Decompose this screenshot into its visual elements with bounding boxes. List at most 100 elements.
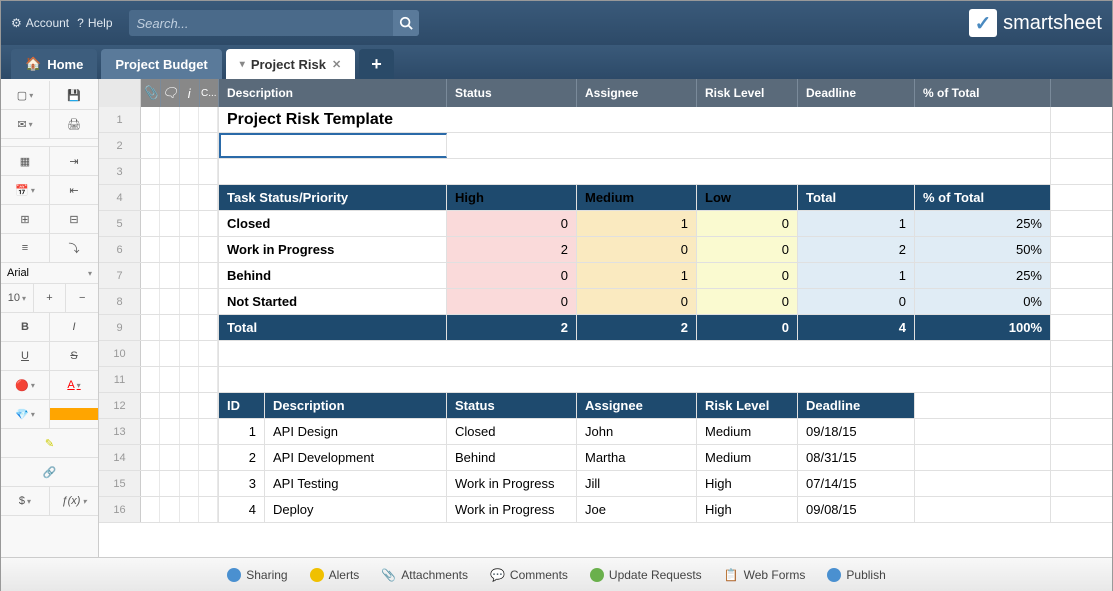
col-pct[interactable]: % of Total [915, 79, 1051, 107]
comment-column-icon[interactable]: 🗨 [161, 79, 181, 107]
task-row[interactable]: 14 2 API Development Behind Martha Mediu… [99, 445, 1112, 471]
format-painter-button[interactable] [50, 408, 98, 420]
tasks-header-row[interactable]: 12 ID Description Status Assignee Risk L… [99, 393, 1112, 419]
tasks-h-deadline[interactable]: Deadline [798, 393, 915, 418]
cell[interactable]: Work in Progress [219, 237, 447, 262]
summary-h-low[interactable]: Low [697, 185, 798, 210]
account-link[interactable]: ⚙ Account [11, 16, 69, 30]
decrease-font-button[interactable]: − [66, 284, 98, 312]
tab-project-budget[interactable]: Project Budget [101, 49, 221, 79]
cell[interactable]: 0 [697, 237, 798, 262]
cell[interactable]: Closed [447, 419, 577, 444]
sheet-title[interactable]: Project Risk Template [219, 107, 1051, 132]
cell[interactable]: Jill [577, 471, 697, 496]
conditional-format-button[interactable]: 💎 [1, 400, 50, 428]
tasks-h-status[interactable]: Status [447, 393, 577, 418]
row-3[interactable]: 3 [99, 159, 1112, 185]
alerts-button[interactable]: Alerts [310, 568, 360, 582]
summary-h-task[interactable]: Task Status/Priority [219, 185, 447, 210]
cell[interactable]: 09/08/15 [798, 497, 915, 522]
summary-total-row[interactable]: 9 Total 2 2 0 4 100% [99, 315, 1112, 341]
task-row[interactable]: 16 4 Deploy Work in Progress Joe High 09… [99, 497, 1112, 523]
cell[interactable]: 09/18/15 [798, 419, 915, 444]
col-deadline[interactable]: Deadline [798, 79, 915, 107]
summary-h-med[interactable]: Medium [577, 185, 697, 210]
cell[interactable]: API Testing [265, 471, 447, 496]
cell[interactable]: Closed [219, 211, 447, 236]
cell[interactable]: 0 [577, 237, 697, 262]
tasks-h-id[interactable]: ID [219, 393, 265, 418]
wrap-button[interactable]: ⤵ [50, 234, 98, 262]
cell[interactable]: 1 [798, 211, 915, 236]
print-button[interactable]: 🖨 [50, 110, 98, 138]
underline-button[interactable]: U [1, 342, 50, 370]
search-input[interactable] [129, 12, 394, 35]
cell[interactable]: 0 [447, 263, 577, 288]
formula-button[interactable]: ƒ(x) [50, 487, 98, 515]
summary-row-notstarted[interactable]: 8 Not Started 0 0 0 0 0% [99, 289, 1112, 315]
cell[interactable]: 4 [798, 315, 915, 340]
currency-button[interactable]: $ [1, 487, 50, 515]
row-2[interactable]: 2 [99, 133, 1112, 159]
cell[interactable]: 2 [447, 315, 577, 340]
font-name-select[interactable]: Arial [7, 267, 29, 279]
cell[interactable]: Deploy [265, 497, 447, 522]
cell[interactable]: 0 [447, 211, 577, 236]
insert-row-button[interactable]: ⊞ [1, 205, 50, 233]
tab-home[interactable]: 🏠 Home [11, 49, 97, 79]
cell[interactable]: 2 [798, 237, 915, 262]
italic-button[interactable]: I [50, 313, 98, 341]
close-tab-icon[interactable]: ✕ [332, 58, 341, 71]
cell[interactable]: 4 [219, 497, 265, 522]
bold-button[interactable]: B [1, 313, 50, 341]
cell[interactable]: 08/31/15 [798, 445, 915, 470]
col-status[interactable]: Status [447, 79, 577, 107]
attach-column-icon[interactable]: 📎 [141, 79, 161, 107]
cell[interactable]: 25% [915, 211, 1051, 236]
cell[interactable]: API Design [265, 419, 447, 444]
cell[interactable]: Work in Progress [447, 471, 577, 496]
highlight-button[interactable]: ✎ [1, 429, 98, 457]
link-button[interactable]: 🔗 [1, 458, 98, 486]
cell[interactable]: High [697, 497, 798, 522]
tab-project-risk[interactable]: ▾ Project Risk ✕ [226, 49, 355, 79]
cell[interactable]: Not Started [219, 289, 447, 314]
info-column-icon[interactable]: i [180, 79, 200, 107]
mail-dropdown[interactable]: ✉ [1, 110, 50, 138]
summary-h-pct[interactable]: % of Total [915, 185, 1051, 210]
cell[interactable]: Martha [577, 445, 697, 470]
col-assignee[interactable]: Assignee [577, 79, 697, 107]
cell[interactable]: 1 [577, 263, 697, 288]
summary-h-total[interactable]: Total [798, 185, 915, 210]
save-dropdown[interactable]: ▢ [1, 81, 50, 109]
cell[interactable]: John [577, 419, 697, 444]
cell[interactable]: Behind [219, 263, 447, 288]
tasks-h-risk[interactable]: Risk Level [697, 393, 798, 418]
attachments-button[interactable]: 📎Attachments [381, 568, 468, 582]
outdent-button[interactable]: ⇤ [50, 176, 98, 204]
grid-view-button[interactable]: ▦ [1, 147, 50, 175]
cell[interactable]: High [697, 471, 798, 496]
cell[interactable]: 0 [697, 315, 798, 340]
help-link[interactable]: ? Help [77, 16, 112, 30]
cell[interactable]: 2 [219, 445, 265, 470]
fill-color-button[interactable]: 🔴 [1, 371, 50, 399]
cell[interactable]: 0 [577, 289, 697, 314]
align-button[interactable]: ≡ [1, 234, 50, 262]
col-description[interactable]: Description [219, 79, 447, 107]
row-1[interactable]: 1 Project Risk Template [99, 107, 1112, 133]
cell[interactable]: 0 [798, 289, 915, 314]
calendar-button[interactable]: 📅 [1, 176, 50, 204]
summary-row-wip[interactable]: 6 Work in Progress 2 0 0 2 50% [99, 237, 1112, 263]
sharing-button[interactable]: Sharing [227, 568, 287, 582]
indent-button[interactable]: ⇥ [50, 147, 98, 175]
cell[interactable]: 1 [798, 263, 915, 288]
task-row[interactable]: 13 1 API Design Closed John Medium 09/18… [99, 419, 1112, 445]
cell[interactable]: 0 [697, 263, 798, 288]
increase-font-button[interactable]: + [34, 284, 67, 312]
text-color-button[interactable]: A [50, 371, 98, 399]
row-11[interactable]: 11 [99, 367, 1112, 393]
webforms-button[interactable]: 📋Web Forms [724, 568, 806, 582]
cell[interactable]: 0 [447, 289, 577, 314]
tab-add[interactable]: + [359, 49, 394, 79]
